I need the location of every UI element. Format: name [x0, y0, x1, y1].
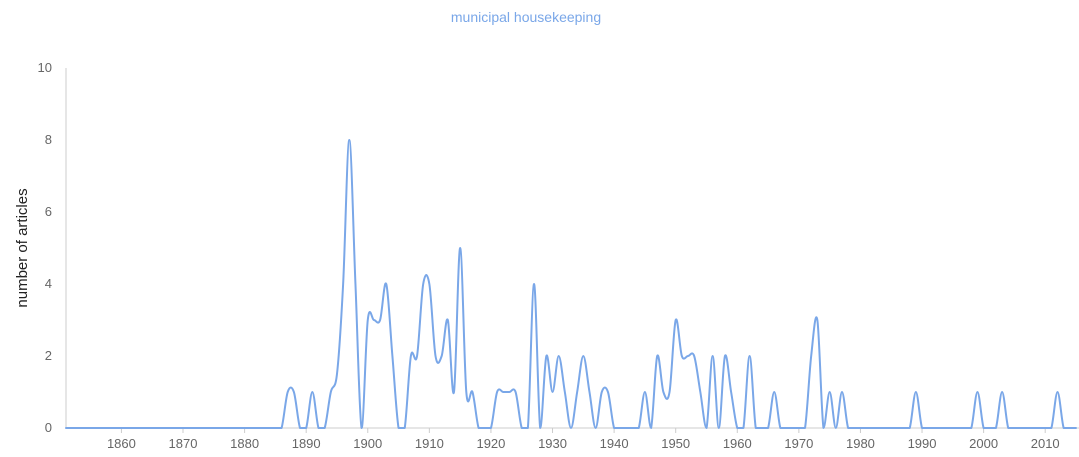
- series-group: [65, 139, 1077, 429]
- y-tick-label: 0: [45, 420, 52, 435]
- x-axis-ticks: 1860 1870 1880 1890 1900 1910 1920 1930 1940 1950…: [107, 428, 1060, 451]
- y-tick-label: 4: [45, 276, 52, 291]
- x-tick-label: 1890: [292, 436, 321, 451]
- x-tick-label: 1900: [353, 436, 382, 451]
- chart-title: municipal housekeeping: [451, 9, 601, 25]
- y-tick-label: 6: [45, 204, 52, 219]
- x-tick-label: 1870: [169, 436, 198, 451]
- x-tick-label: 1950: [661, 436, 690, 451]
- x-tick-label: 2000: [969, 436, 998, 451]
- y-tick-label: 2: [45, 348, 52, 363]
- y-tick-label: 10: [38, 60, 52, 75]
- x-tick-label: 1930: [538, 436, 567, 451]
- x-tick-label: 1980: [846, 436, 875, 451]
- y-axis-ticks: 0 2 4 6 8 10: [38, 60, 52, 435]
- x-tick-label: 1940: [600, 436, 629, 451]
- x-tick-label: 1920: [476, 436, 505, 451]
- x-tick-label: 1970: [784, 436, 813, 451]
- x-tick-label: 1960: [723, 436, 752, 451]
- series-line-0: [65, 139, 1077, 429]
- x-tick-label: 2010: [1031, 436, 1060, 451]
- y-axis-label: number of articles: [14, 188, 31, 307]
- x-tick-label: 1910: [415, 436, 444, 451]
- y-tick-label: 8: [45, 132, 52, 147]
- x-tick-label: 1860: [107, 436, 136, 451]
- x-tick-label: 1880: [230, 436, 259, 451]
- x-tick-label: 1990: [908, 436, 937, 451]
